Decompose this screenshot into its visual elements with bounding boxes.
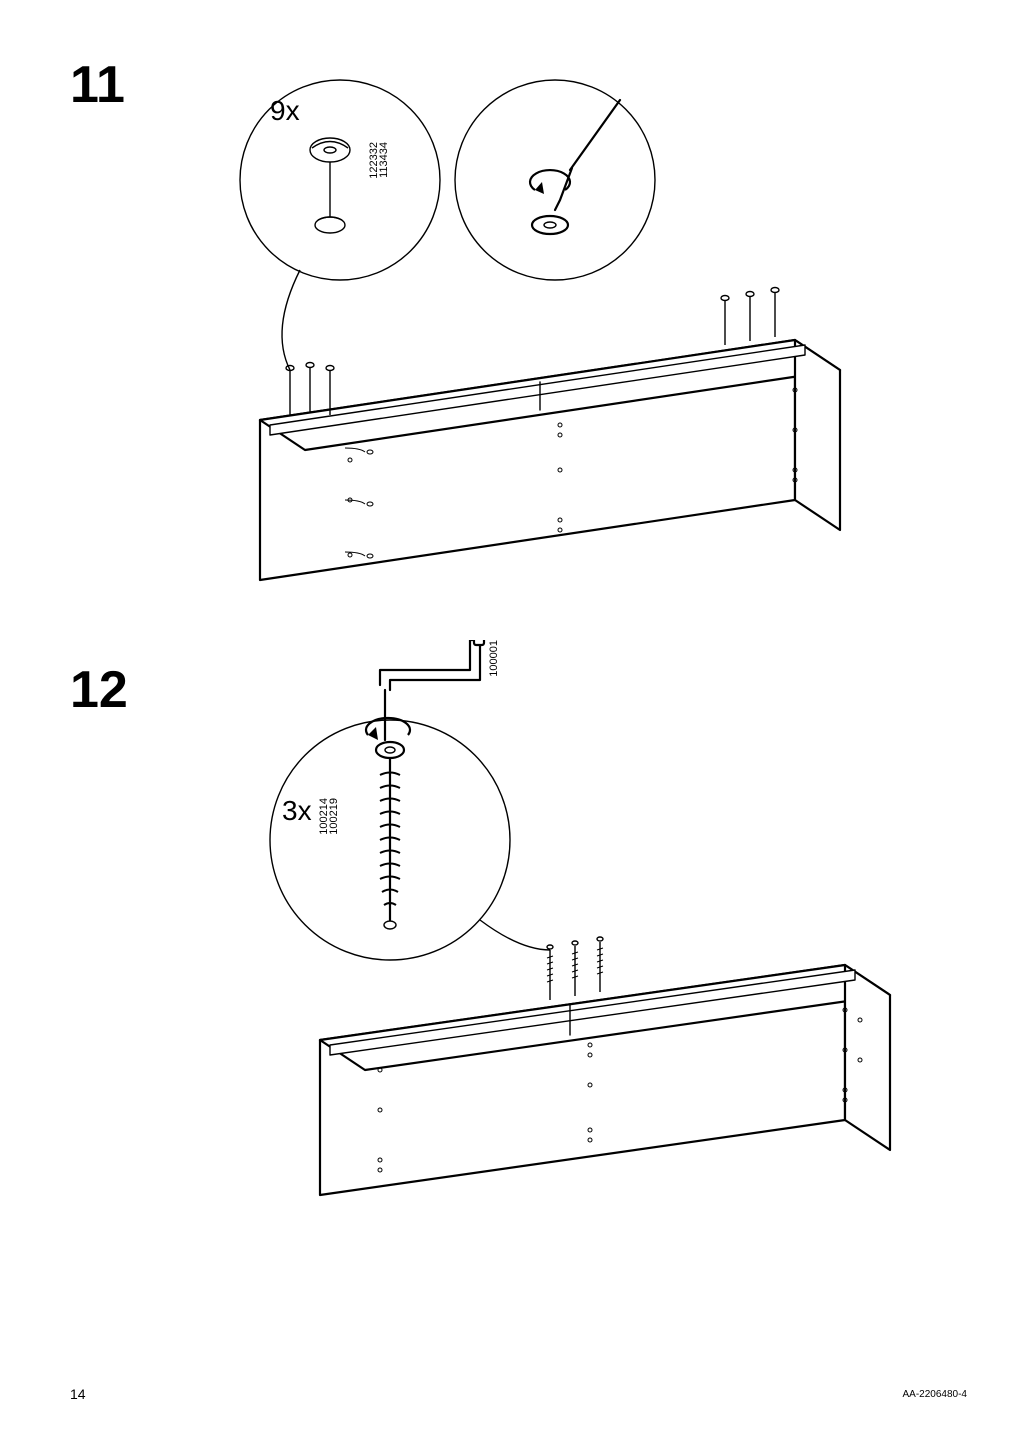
step12-qty: 3x bbox=[282, 795, 312, 827]
step11-partcode-2: 113434 bbox=[378, 142, 390, 178]
page-number: 14 bbox=[70, 1386, 86, 1402]
step-number-12: 12 bbox=[70, 660, 128, 720]
step12-partcode-2: 100219 bbox=[328, 798, 340, 835]
doc-code: AA-2206480-4 bbox=[903, 1389, 968, 1400]
step12-svg bbox=[150, 640, 910, 1260]
assembly-page: 11 bbox=[0, 0, 1012, 1432]
step11-qty: 9x bbox=[270, 95, 300, 127]
step12-diagram: 3x 100214 100219 100001 bbox=[150, 640, 910, 1260]
step12-toolcode: 100001 bbox=[488, 640, 500, 677]
step-number-11: 11 bbox=[70, 55, 125, 115]
step11-svg bbox=[200, 70, 900, 630]
step11-diagram: 9x 122332 113434 bbox=[200, 70, 900, 630]
